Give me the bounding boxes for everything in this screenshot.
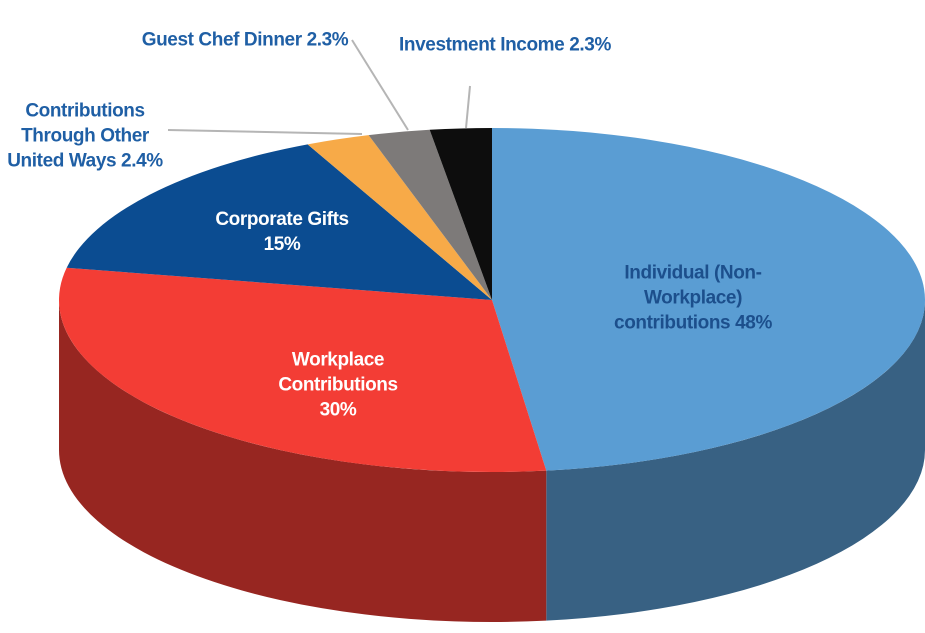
slice bbox=[429, 128, 492, 300]
slice-label: Corporate Gifts 15% bbox=[207, 207, 357, 257]
category-name: Investment Income bbox=[399, 34, 565, 56]
category-name: Corporate Gifts bbox=[215, 209, 349, 230]
slice-side bbox=[546, 300, 925, 621]
value-label: 30% bbox=[319, 399, 357, 421]
slice bbox=[492, 128, 925, 471]
slice bbox=[66, 144, 492, 300]
slice bbox=[368, 129, 492, 300]
leader-line bbox=[167, 129, 363, 135]
slice-label: Workplace Contributions 30% bbox=[258, 348, 418, 423]
leader-line bbox=[465, 85, 471, 129]
value-label: 48% bbox=[735, 312, 772, 334]
value-label: 2.3% bbox=[569, 34, 611, 56]
category-name: Contributions Through Other United Ways bbox=[7, 100, 149, 172]
category-name: Workplace Contributions bbox=[278, 349, 398, 396]
slice-label: Guest Chef Dinner 2.3% bbox=[135, 28, 355, 53]
slice-side bbox=[59, 300, 547, 623]
category-name: Individual (Non-Workplace) contributions bbox=[614, 262, 762, 334]
slice-label: Contributions Through Other United Ways … bbox=[0, 99, 170, 174]
slice bbox=[307, 135, 492, 300]
value-label: 15% bbox=[263, 234, 301, 255]
value-label: 2.3% bbox=[306, 29, 349, 51]
slice-label: Investment Income 2.3% bbox=[390, 33, 620, 58]
value-label: 2.4% bbox=[121, 150, 163, 172]
slice bbox=[58, 267, 547, 473]
leader-line bbox=[351, 39, 409, 131]
slice-label: Individual (Non-Workplace) contributions… bbox=[586, 261, 801, 336]
category-name: Guest Chef Dinner bbox=[141, 29, 302, 51]
